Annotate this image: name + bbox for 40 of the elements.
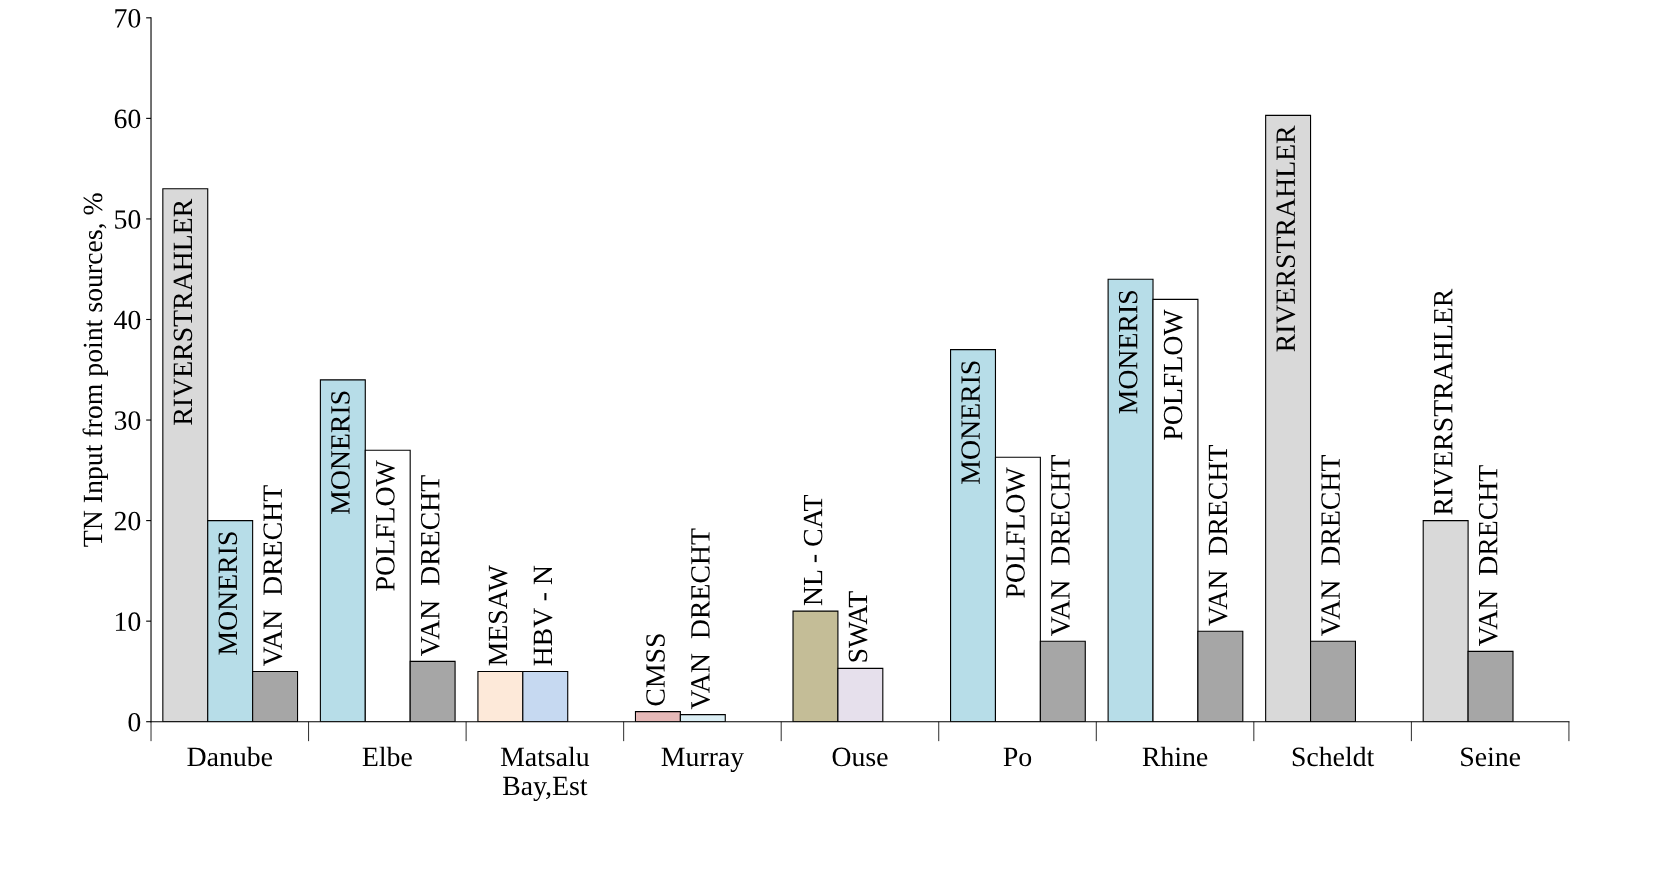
x-tick-label: Rhine (1142, 746, 1208, 767)
y-axis-title: TN Input from point sources, % (82, 193, 108, 547)
y-tick-label: 70 (115, 8, 141, 28)
x-tick-label: Ouse (832, 747, 888, 767)
x-tick-label: Danube (187, 746, 273, 767)
text: SWAT (848, 591, 868, 662)
text: VAN DRECHT (1321, 455, 1341, 636)
x-tick-label: Seine (1461, 747, 1521, 767)
y-tick-label: 50 (115, 210, 141, 229)
y-tick-label: 40 (114, 310, 141, 330)
text: MESAW (488, 565, 508, 666)
text: RIVERSTRAHLER (173, 198, 193, 425)
text: MONERIS (961, 361, 980, 484)
y-tick-label: 20 (114, 511, 141, 531)
text: RIVERSTRAHLER (1433, 288, 1453, 515)
text: VAN DRECHT (1208, 445, 1228, 626)
text: RIVERSTRAHLER (1276, 125, 1296, 352)
y-tick-label: 10 (115, 612, 141, 632)
x-tick-label: Scheldt (1292, 746, 1375, 767)
x-tick-label: Murray (661, 747, 744, 772)
x-tick-label: Po (1003, 747, 1032, 767)
series-label: MONERIS (218, 532, 238, 655)
text: VAN DRECHT (420, 475, 440, 657)
series-label: POLFLOW (1163, 309, 1183, 440)
text: CMSS (646, 634, 665, 706)
text: MONERIS (1118, 291, 1138, 414)
text: VAN DRECHT (691, 528, 710, 710)
text: VAN DRECHT (263, 485, 283, 667)
text: VAN DRECHT (1051, 455, 1070, 636)
x-tick-label: Matsalu Bay,Est (500, 746, 590, 802)
y-tick-label: 60 (114, 109, 141, 129)
text: HBV - N (533, 565, 553, 666)
text: VAN DRECHT (1478, 465, 1498, 646)
text: POLFLOW (1006, 467, 1026, 598)
x-tick-label: Elbe (362, 746, 412, 767)
text: NL - CAT (803, 494, 823, 606)
text: POLFLOW (376, 460, 395, 591)
y-tick-label: 30 (114, 411, 141, 430)
text: MONERIS (331, 391, 350, 515)
y-tick-label: 0 (128, 712, 141, 732)
